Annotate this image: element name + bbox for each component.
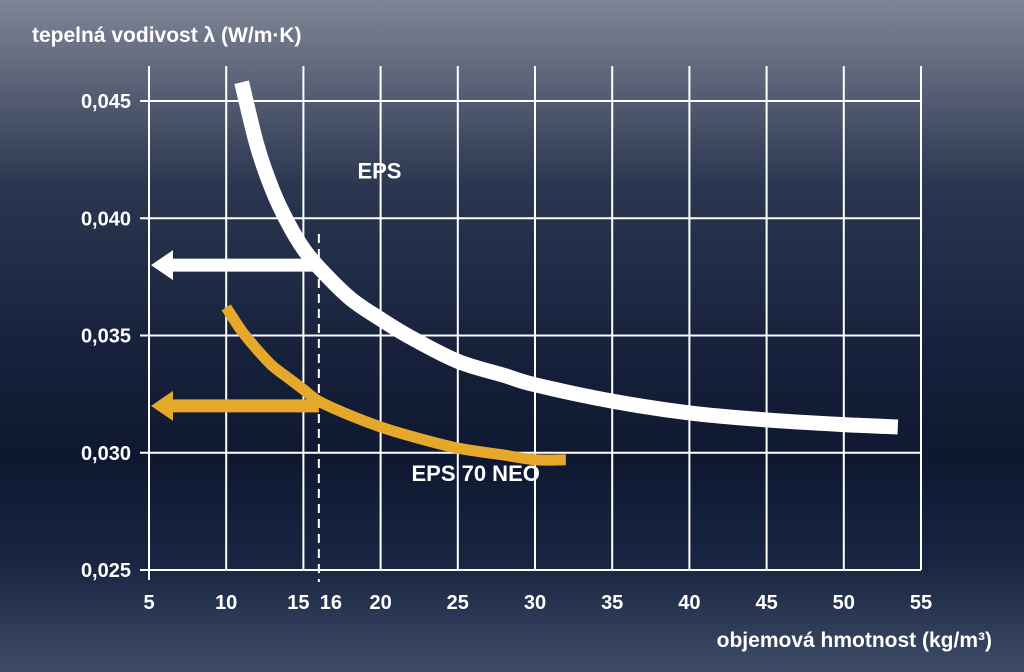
y-tick-label: 0,035 — [81, 326, 131, 348]
x-axis-title: objemová hmotnost (kg/m³) — [717, 629, 992, 652]
y-tick-labels: 0,025 0,030 0,035 0,040 0,045 — [81, 91, 131, 582]
x-tick-label: 5 — [143, 592, 154, 614]
x-tick-labels: 5 10 15 16 20 25 30 35 40 45 50 55 — [143, 592, 932, 614]
y-tick-label: 0,040 — [81, 208, 131, 230]
x-tick-label: 15 — [287, 592, 309, 614]
x-tick-label: 10 — [215, 592, 237, 614]
y-tick-label: 0,025 — [81, 560, 131, 582]
y-tick-label: 0,045 — [81, 91, 131, 113]
series-line-eps — [234, 80, 899, 435]
series-label-eps: EPS — [357, 158, 401, 183]
grid — [140, 66, 922, 570]
x-tick-label: 25 — [447, 592, 469, 614]
series-line-eps-70-neo — [221, 304, 566, 466]
y-axis-title: tepelná vodivost λ (W/m·K) — [32, 24, 302, 47]
x-tick-label: 30 — [524, 592, 546, 614]
series-layer — [221, 80, 899, 466]
axes — [140, 66, 921, 580]
x-tick-label: 50 — [833, 592, 855, 614]
x-tick-label: 40 — [678, 592, 700, 614]
x-tick-label: 16 — [320, 592, 342, 614]
arrow-head — [151, 250, 173, 281]
x-tick-label: 55 — [910, 592, 932, 614]
arrow-head — [151, 390, 173, 421]
series-label-eps-70-neo: EPS 70 NEO — [411, 461, 539, 486]
reference-layer — [151, 234, 320, 582]
x-tick-label: 45 — [755, 592, 777, 614]
x-tick-label: 35 — [601, 592, 623, 614]
x-tick-label: 20 — [369, 592, 391, 614]
y-tick-label: 0,030 — [81, 443, 131, 465]
